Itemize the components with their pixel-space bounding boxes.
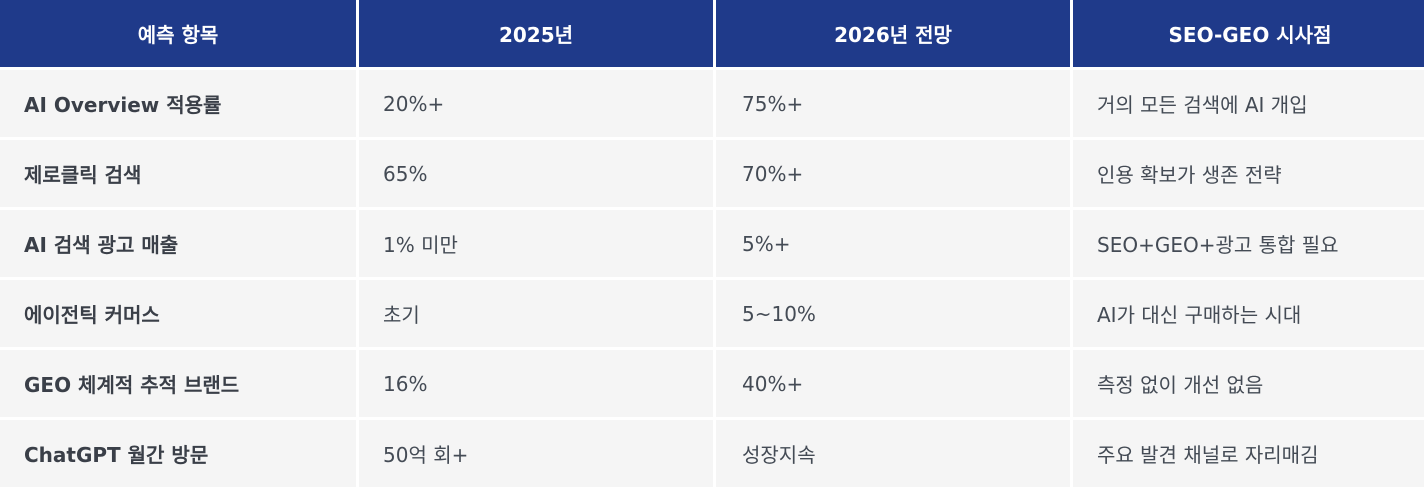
row-2026-value: 5%+ [716, 210, 1070, 277]
row-2026-value: 75%+ [716, 70, 1070, 137]
header-2026-forecast: 2026년 전망 [716, 0, 1070, 67]
header-seo-geo-implication: SEO-GEO 시사점 [1073, 0, 1424, 67]
row-implication: 거의 모든 검색에 AI 개입 [1073, 70, 1424, 137]
row-2025-value: 1% 미만 [359, 210, 713, 277]
table-row: AI Overview 적용률 20%+ 75%+ 거의 모든 검색에 AI 개… [0, 70, 1424, 137]
row-implication: 인용 확보가 생존 전략 [1073, 140, 1424, 207]
row-item-label: 제로클릭 검색 [0, 140, 356, 207]
row-implication: 측정 없이 개선 없음 [1073, 350, 1424, 417]
row-2026-value: 5~10% [716, 280, 1070, 347]
row-implication: SEO+GEO+광고 통합 필요 [1073, 210, 1424, 277]
row-item-label: 에이전틱 커머스 [0, 280, 356, 347]
row-2025-value: 초기 [359, 280, 713, 347]
table-row: 제로클릭 검색 65% 70%+ 인용 확보가 생존 전략 [0, 140, 1424, 207]
header-item: 예측 항목 [0, 0, 356, 67]
row-implication: 주요 발견 채널로 자리매김 [1073, 420, 1424, 487]
table-row: AI 검색 광고 매출 1% 미만 5%+ SEO+GEO+광고 통합 필요 [0, 210, 1424, 277]
header-2025: 2025년 [359, 0, 713, 67]
table-row: GEO 체계적 추적 브랜드 16% 40%+ 측정 없이 개선 없음 [0, 350, 1424, 417]
table-header-row: 예측 항목 2025년 2026년 전망 SEO-GEO 시사점 [0, 0, 1424, 67]
row-item-label: AI Overview 적용률 [0, 70, 356, 137]
row-2025-value: 20%+ [359, 70, 713, 137]
row-item-label: ChatGPT 월간 방문 [0, 420, 356, 487]
row-2025-value: 16% [359, 350, 713, 417]
row-2025-value: 50억 회+ [359, 420, 713, 487]
row-2026-value: 70%+ [716, 140, 1070, 207]
row-2026-value: 성장지속 [716, 420, 1070, 487]
table-row: ChatGPT 월간 방문 50억 회+ 성장지속 주요 발견 채널로 자리매김 [0, 420, 1424, 487]
row-item-label: GEO 체계적 추적 브랜드 [0, 350, 356, 417]
row-2026-value: 40%+ [716, 350, 1070, 417]
row-item-label: AI 검색 광고 매출 [0, 210, 356, 277]
table-row: 에이전틱 커머스 초기 5~10% AI가 대신 구매하는 시대 [0, 280, 1424, 347]
row-implication: AI가 대신 구매하는 시대 [1073, 280, 1424, 347]
row-2025-value: 65% [359, 140, 713, 207]
